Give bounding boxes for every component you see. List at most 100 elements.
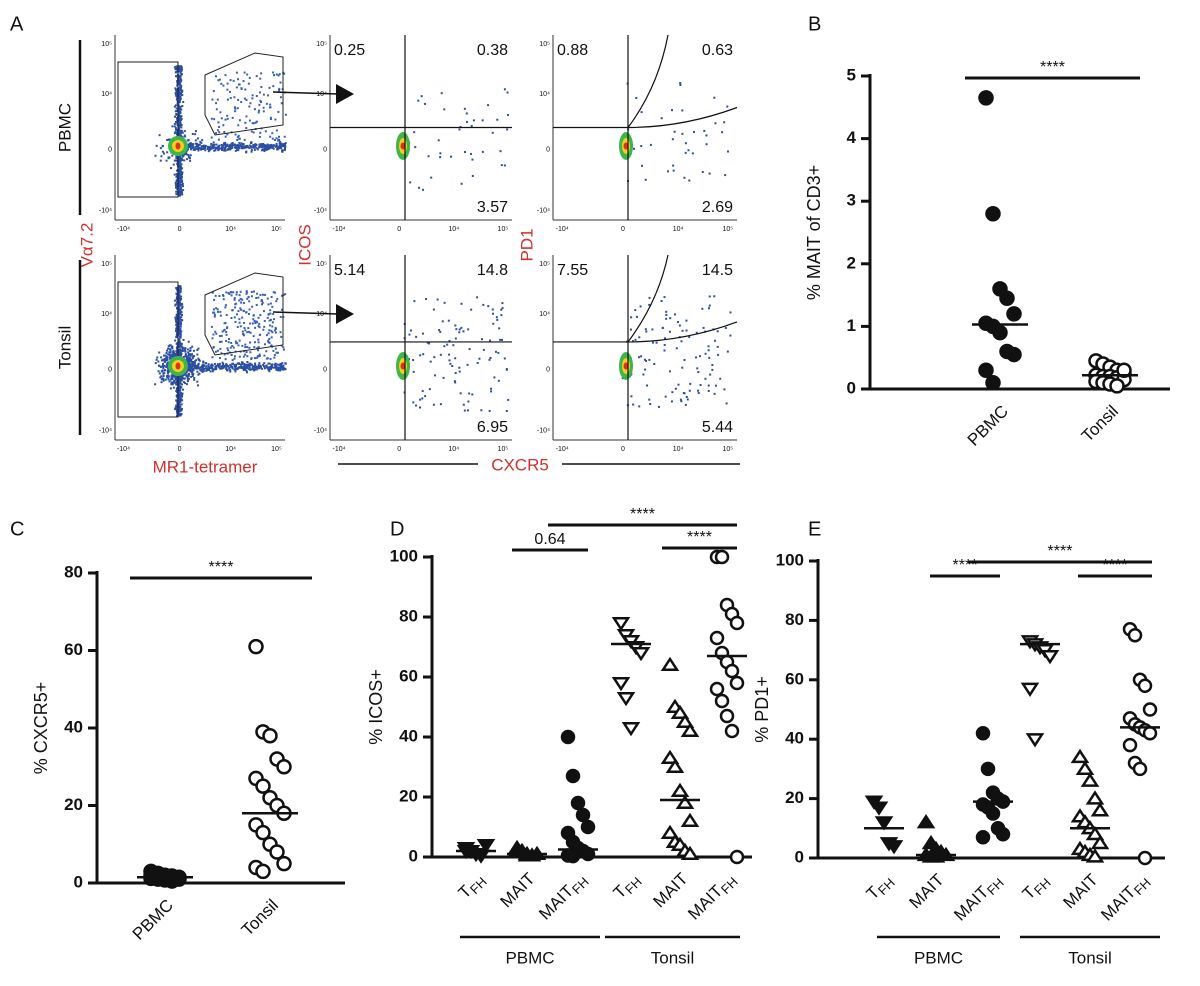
event-dot: [240, 301, 243, 304]
event-dot: [187, 372, 190, 375]
event-dot: [714, 384, 717, 387]
event-dot: [466, 363, 469, 366]
event-dot: [238, 318, 241, 321]
event-dot: [217, 79, 220, 82]
event-dot: [174, 87, 177, 90]
event-dot: [451, 365, 454, 368]
event-dot: [217, 138, 220, 141]
event-dot: [225, 333, 228, 336]
y-tick-label: 0: [74, 872, 83, 891]
event-dot: [180, 316, 183, 319]
event-dot: [177, 125, 180, 128]
event-dot: [185, 153, 188, 156]
event-dot: [174, 104, 177, 107]
plot-tick-label: -10⁴: [537, 208, 550, 215]
event-dot: [168, 380, 171, 383]
event-dot: [680, 340, 683, 343]
event-dot: [208, 366, 211, 369]
y-tick-label: 0: [795, 847, 804, 866]
event-dot: [237, 344, 240, 347]
event-dot: [214, 147, 217, 150]
event-dot: [175, 190, 178, 193]
event-dot: [258, 326, 261, 329]
event-dot: [204, 144, 207, 147]
event-dot: [178, 394, 181, 397]
event-dot: [250, 141, 253, 144]
event-dot: [439, 152, 442, 155]
event-dot: [681, 329, 684, 332]
event-dot: [185, 383, 188, 386]
data-point: [580, 819, 596, 835]
event-dot: [181, 348, 184, 351]
axis-label: MR1-tetramer: [153, 457, 258, 476]
row-label: Tonsil: [55, 326, 74, 369]
event-dot: [441, 320, 444, 323]
y-tick-label: 20: [785, 788, 804, 807]
event-dot: [179, 111, 182, 114]
significance-label: ****: [209, 559, 234, 576]
event-dot: [190, 143, 193, 146]
event-dot: [196, 147, 199, 150]
event-dot: [180, 342, 183, 345]
event-dot: [224, 149, 227, 152]
event-dot: [254, 341, 257, 344]
event-dot: [268, 324, 271, 327]
y-tick-label: 40: [785, 729, 804, 748]
event-dot: [179, 386, 182, 389]
event-dot: [179, 385, 182, 388]
event-dot: [268, 329, 271, 332]
event-dot: [689, 382, 692, 385]
event-dot: [189, 359, 192, 362]
data-point: [1127, 628, 1143, 643]
event-dot: [238, 339, 241, 342]
event-dot: [161, 150, 164, 153]
event-dot: [160, 381, 163, 384]
event-dot: [191, 372, 194, 375]
event-dot: [679, 84, 682, 87]
event-dot: [267, 145, 270, 148]
event-dot: [240, 361, 243, 364]
quadrant-value: 0.38: [477, 42, 508, 59]
data-point: [995, 826, 1011, 842]
event-dot: [242, 368, 245, 371]
data-point: [1090, 802, 1110, 817]
event-dot: [674, 387, 677, 390]
event-dot: [281, 150, 284, 153]
event-dot: [629, 328, 632, 331]
event-dot: [199, 140, 202, 143]
event-dot: [245, 292, 248, 295]
event-dot: [273, 356, 276, 359]
event-dot: [179, 334, 182, 337]
event-dot: [427, 155, 430, 158]
event-dot: [708, 304, 711, 307]
event-dot: [181, 89, 184, 92]
event-dot: [279, 315, 282, 318]
event-dot: [235, 291, 238, 294]
event-dot: [218, 366, 221, 369]
event-dot: [262, 293, 265, 296]
event-dot: [178, 122, 181, 125]
event-dot: [222, 298, 225, 301]
event-dot: [273, 139, 276, 142]
event-dot: [433, 356, 436, 359]
event-dot: [265, 148, 268, 151]
data-point: [985, 205, 1001, 222]
event-dot: [713, 339, 716, 342]
event-dot: [184, 350, 187, 353]
event-dot: [175, 65, 178, 68]
event-dot: [245, 127, 248, 130]
event-dot: [180, 398, 183, 401]
event-dot: [212, 311, 215, 314]
event-dot: [272, 147, 275, 150]
event-dot: [174, 318, 177, 321]
plot-tick-label: 0: [323, 367, 327, 374]
event-dot: [178, 307, 181, 310]
data-point: [978, 90, 994, 106]
event-dot: [443, 108, 446, 111]
event-dot: [677, 383, 680, 386]
event-dot: [181, 193, 184, 196]
event-dot: [177, 323, 180, 326]
plot-tick-label: 10⁵: [271, 446, 282, 453]
event-dot: [210, 117, 213, 120]
event-dot: [242, 366, 245, 369]
